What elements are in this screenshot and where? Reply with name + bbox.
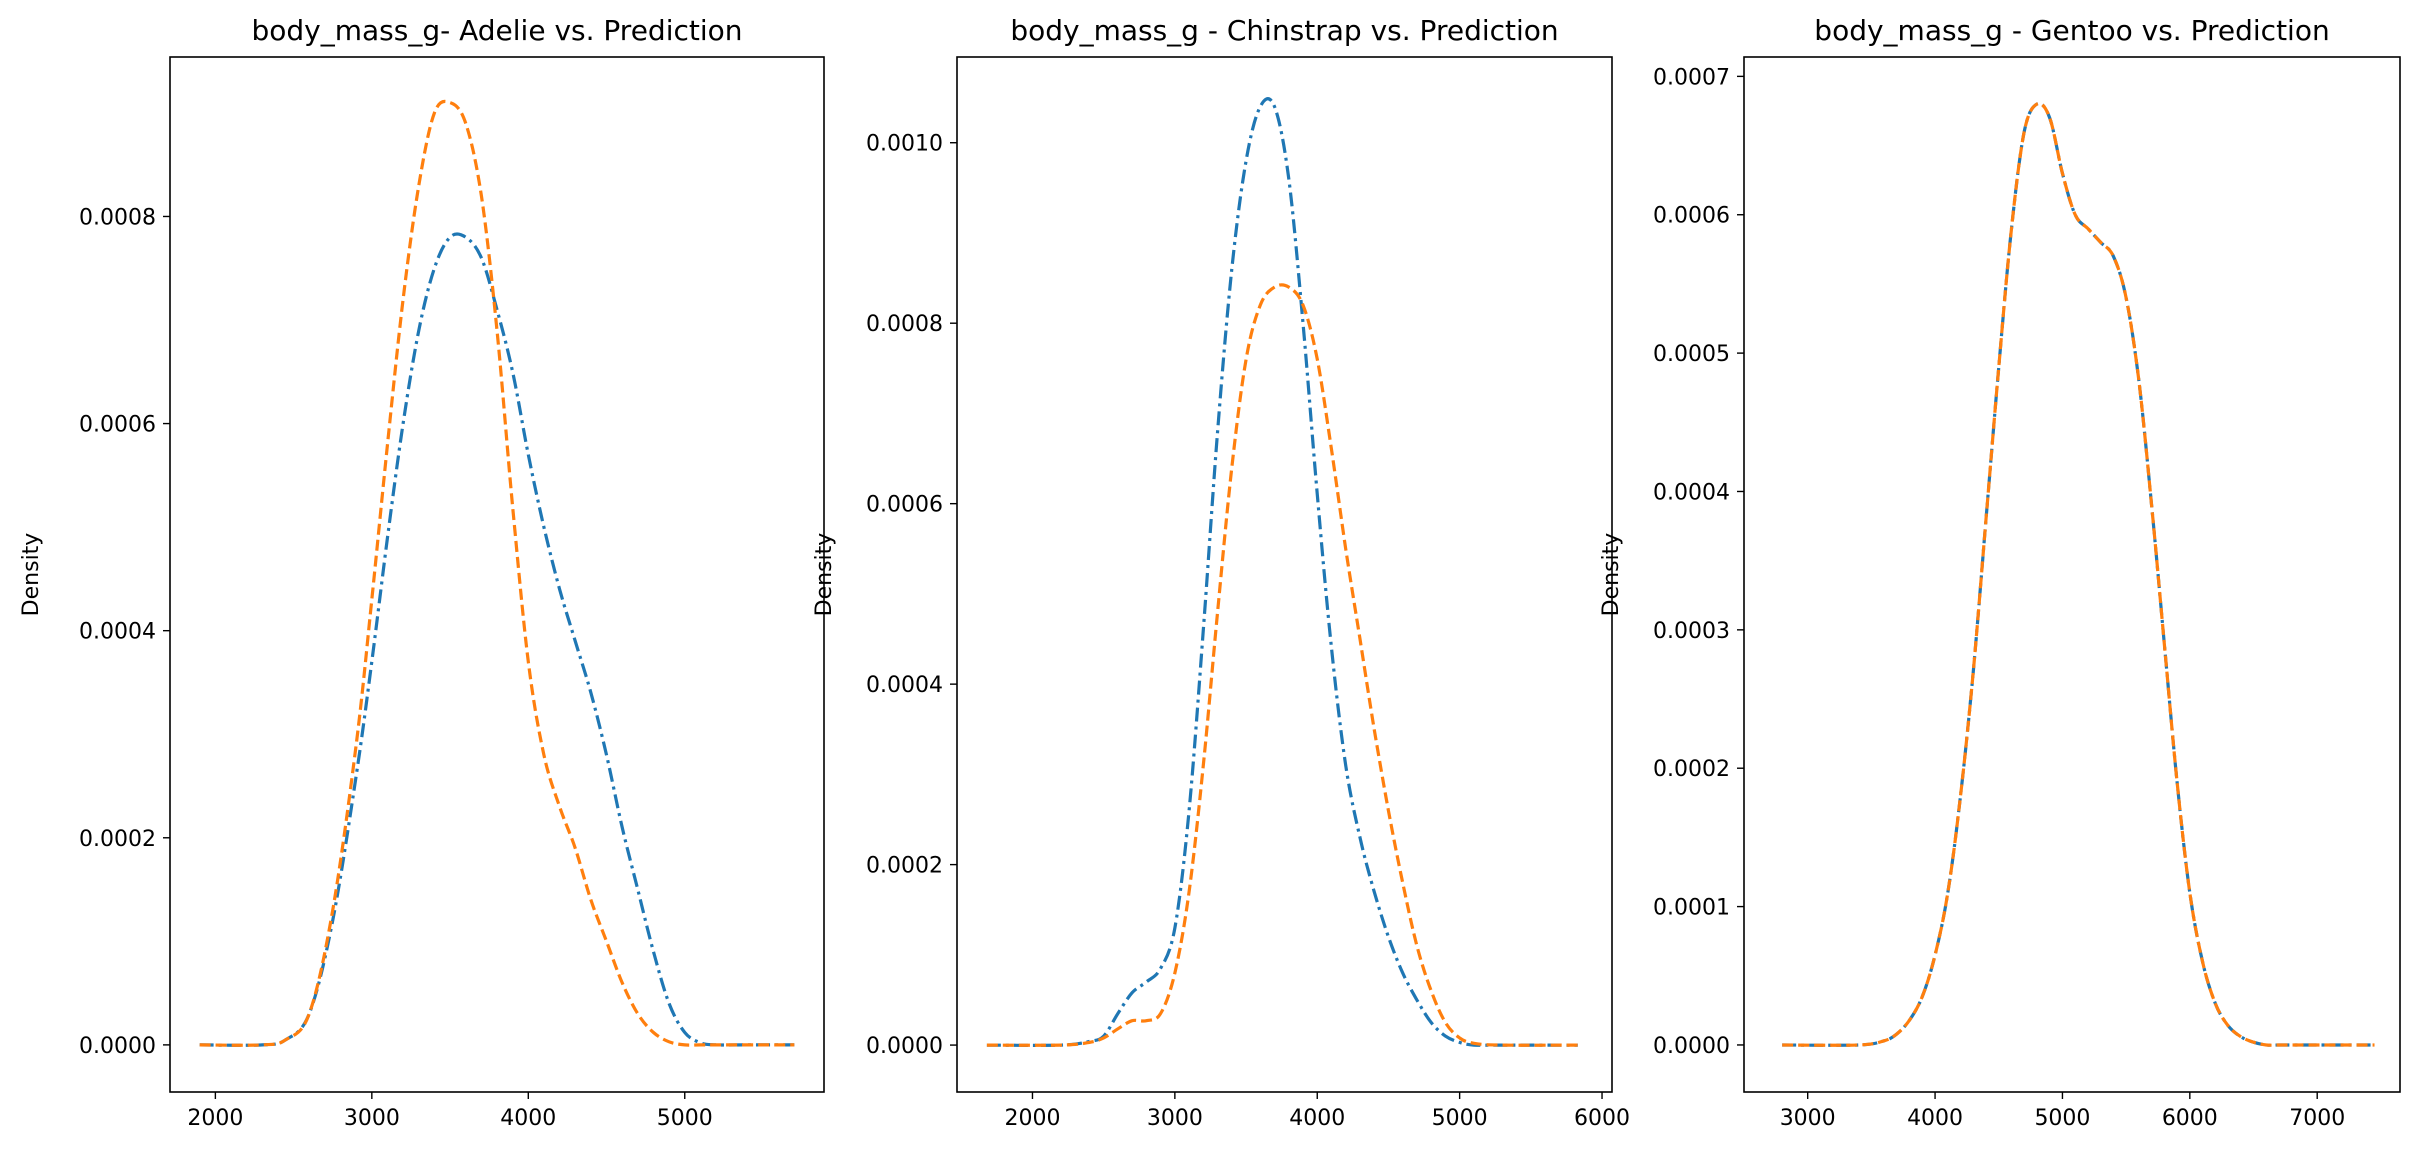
x-tick-label: 4000 [1907, 1106, 1963, 1131]
series-line-actual [1782, 101, 2375, 1047]
y-tick-label: 0.0000 [79, 1034, 156, 1059]
y-tick-label: 0.0006 [79, 413, 156, 438]
y-tick-label: 0.0008 [866, 312, 943, 337]
x-tick-label: 6000 [2162, 1106, 2218, 1131]
x-tick-label: 5000 [2034, 1106, 2090, 1131]
chart-title: body_mass_g- Adelie vs. Prediction [251, 14, 742, 47]
panel-gentoo: 3000 4000 5000 6000 7000 0.00000.00010.00020… [1599, 14, 2401, 1131]
plot-area-frame [1743, 56, 2401, 1093]
plot-area-frame [956, 56, 1613, 1093]
series-layer [1782, 101, 2375, 1047]
y-tick-label: 0.0006 [1653, 204, 1730, 229]
y-tick-label: 0.0004 [79, 620, 156, 645]
x-tick-label: 2000 [187, 1106, 243, 1131]
x-axis-ticks: 2000 3000 4000 5000 [187, 1092, 713, 1131]
x-tick-label: 5000 [1432, 1106, 1488, 1131]
y-axis-ticks: 0.0000 0.0002 0.0004 0.0006 0.0008 [79, 205, 170, 1059]
y-tick-label: 0.0000 [866, 1034, 943, 1059]
y-tick-label: 0.0002 [1653, 757, 1730, 782]
y-axis-ticks: 0.0000 0.0002 0.0004 0.0006 0.0008 0.0010 [866, 132, 957, 1059]
chart-title: body_mass_g - Gentoo vs. Prediction [1814, 14, 2329, 47]
y-tick-label: 0.0008 [79, 205, 156, 230]
y-tick-label: 0.0004 [866, 673, 943, 698]
plot-area-frame [169, 56, 825, 1093]
chart-title: body_mass_g - Chinstrap vs. Prediction [1010, 14, 1558, 47]
panel-adelie: 2000 3000 4000 5000 0.00000.00020.00040.000… [19, 14, 825, 1131]
y-tick-label: 0.0002 [866, 854, 943, 879]
y-tick-label: 0.0006 [866, 493, 943, 518]
x-tick-label: 6000 [1574, 1106, 1630, 1131]
x-tick-label: 2000 [1004, 1106, 1060, 1131]
x-tick-label: 3000 [1147, 1106, 1203, 1131]
y-tick-label: 0.0003 [1653, 619, 1730, 644]
x-tick-label: 3000 [1780, 1106, 1836, 1131]
series-layer [986, 97, 1578, 1047]
x-tick-label: 4000 [500, 1106, 556, 1131]
y-tick-label: 0.0005 [1653, 342, 1730, 367]
y-axis-ticks: 0.0000 0.0001 0.0002 0.0003 0.0004 0.0005 0.00… [1653, 65, 1744, 1059]
x-tick-label: 3000 [344, 1106, 400, 1131]
y-axis-label: Density [812, 533, 837, 617]
x-tick-label: 5000 [657, 1106, 713, 1131]
x-axis-ticks: 3000 4000 5000 6000 7000 [1780, 1092, 2345, 1131]
y-axis-label: Density [1599, 533, 1624, 617]
y-axis-label: Density [19, 533, 44, 617]
series-line-prediction [199, 99, 795, 1047]
x-axis-ticks: 2000 3000 4000 5000 6000 [1004, 1092, 1630, 1131]
y-tick-label: 0.0004 [1653, 480, 1730, 505]
series-line-prediction [1782, 101, 2375, 1047]
y-tick-label: 0.0000 [1653, 1034, 1730, 1059]
y-tick-label: 0.0001 [1653, 896, 1730, 921]
y-tick-label: 0.0007 [1653, 65, 1730, 90]
series-line-prediction [986, 283, 1578, 1047]
panel-chinstrap: 2000 3000 4000 5000 6000 0.00000.00020.00040… [812, 14, 1630, 1131]
y-tick-label: 0.0002 [79, 827, 156, 852]
x-tick-label: 7000 [2289, 1106, 2345, 1131]
series-layer [199, 99, 795, 1047]
y-tick-label: 0.0010 [866, 132, 943, 157]
series-line-actual [986, 97, 1578, 1047]
x-tick-label: 4000 [1289, 1106, 1345, 1131]
series-line-actual [199, 232, 795, 1047]
